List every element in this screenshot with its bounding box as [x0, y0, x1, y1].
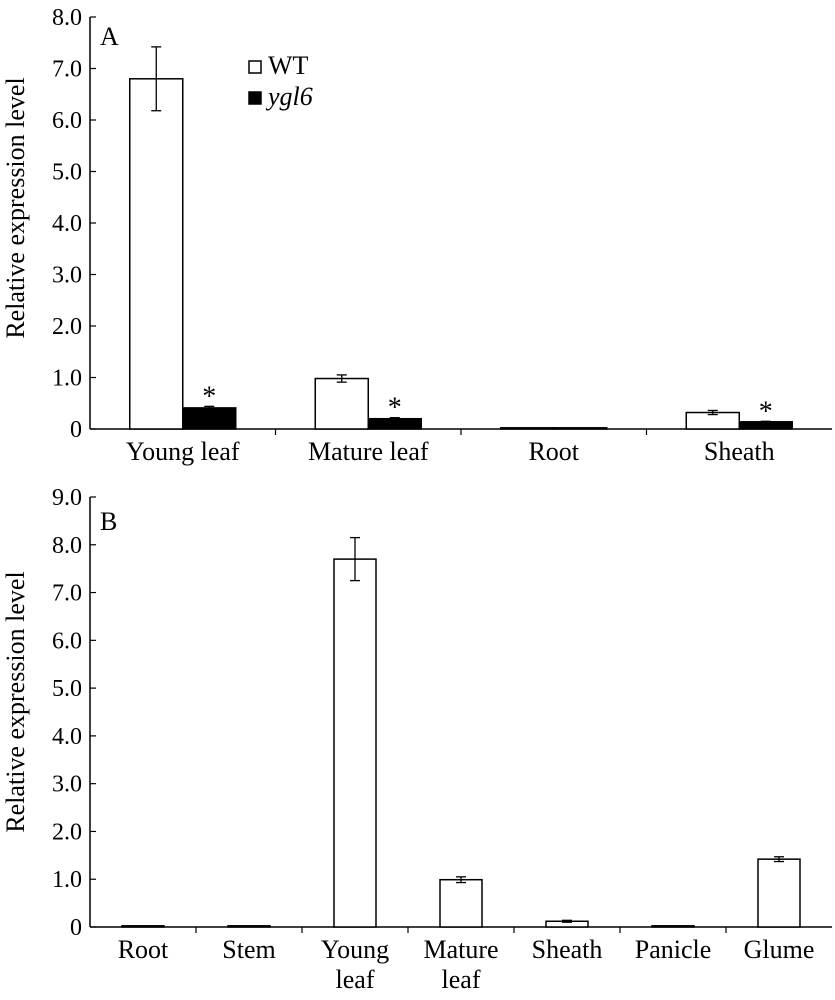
panel-b-category-label: leaf: [336, 965, 375, 994]
panel-a-y-tick-label: 6.0: [52, 108, 82, 134]
panel-a-y-tick-label: 5.0: [52, 160, 82, 186]
legend-wt-swatch: [248, 60, 262, 74]
panel-a-significance-mark: *: [388, 393, 402, 424]
panel-b-category-label: Panicle: [635, 935, 712, 964]
panel-b-bar: [333, 558, 377, 928]
panel-a-category-label: Mature leaf: [308, 437, 429, 466]
panel-a-y-axis-title: Relative expression level: [1, 77, 30, 338]
panel-a-y-tick-label: 4.0: [52, 211, 82, 237]
panel-b-category-label: Mature: [423, 935, 498, 964]
panel-a-plot: 0 1.0 2.0 3.0 4.0 5.0 6.0 7.0 8.0 Young leaf * Matu…: [52, 5, 832, 466]
panel-a-significance-mark: *: [202, 381, 216, 412]
panel-a-y-tick-label: 8.0: [52, 5, 82, 31]
panel-a-bar: [314, 377, 369, 430]
panel-b-y-tick-label: 7.0: [52, 581, 82, 607]
panel-b-bar: [757, 858, 801, 928]
panel-b-bar: [227, 925, 271, 928]
panel-a: A Relative expression level WT ygl6 0 1.0…: [1, 5, 832, 466]
panel-b-category-label: Stem: [222, 935, 275, 964]
panel-a-y-tick-label: 0: [70, 417, 82, 443]
panel-a-legend: WT ygl6: [248, 51, 313, 111]
panel-b-y-tick-label: 9.0: [52, 485, 82, 511]
panel-b-category-label: Young: [321, 935, 389, 964]
panel-b-y-tick-label: 4.0: [52, 724, 82, 750]
panel-b-category-label: Glume: [744, 935, 815, 964]
legend-ygl6-label: ygl6: [265, 82, 313, 111]
panel-b-category-label: Sheath: [532, 935, 603, 964]
legend-wt-label: WT: [268, 51, 309, 80]
panel-a-bar: [129, 78, 184, 430]
panel-b-category-label: Root: [118, 935, 169, 964]
panel-b-y-tick-label: 3.0: [52, 772, 82, 798]
panel-a-y-tick-label: 3.0: [52, 263, 82, 289]
panel-a-significance-mark: *: [759, 396, 773, 427]
panel-b-bar: [651, 925, 695, 928]
panel-b: B Relative expression level 0 1.0 2.0 3.0 4.…: [1, 485, 832, 994]
panel-b-y-tick-label: 1.0: [52, 867, 82, 893]
panel-b-bar: [439, 878, 483, 928]
panel-a-y-tick-label: 7.0: [52, 57, 82, 83]
panel-a-letter: A: [100, 22, 119, 51]
panel-a-bar: [553, 427, 608, 430]
legend-ygl6-swatch: [248, 91, 262, 105]
panel-b-y-tick-label: 2.0: [52, 819, 82, 845]
panel-a-y-tick-label: 2.0: [52, 314, 82, 340]
panel-b-y-tick-label: 0: [70, 915, 82, 941]
panel-b-y-tick-label: 8.0: [52, 533, 82, 559]
panel-b-y-tick-label: 5.0: [52, 676, 82, 702]
panel-b-category-label: leaf: [442, 965, 481, 994]
panel-a-category-label: Young leaf: [126, 437, 240, 466]
panel-a-category-label: Root: [528, 437, 579, 466]
panel-b-y-tick-label: 6.0: [52, 628, 82, 654]
panel-a-bar: [500, 427, 555, 430]
panel-b-letter: B: [100, 507, 117, 536]
panel-a-category-label: Sheath: [704, 437, 775, 466]
panel-b-bar: [121, 925, 165, 928]
panel-b-plot: 0 1.0 2.0 3.0 4.0 5.0 6.0 7.0 8.0 9.0 Root Stem Youn…: [52, 485, 832, 994]
panel-a-y-tick-label: 1.0: [52, 366, 82, 392]
panel-b-y-axis-title: Relative expression level: [1, 571, 30, 832]
